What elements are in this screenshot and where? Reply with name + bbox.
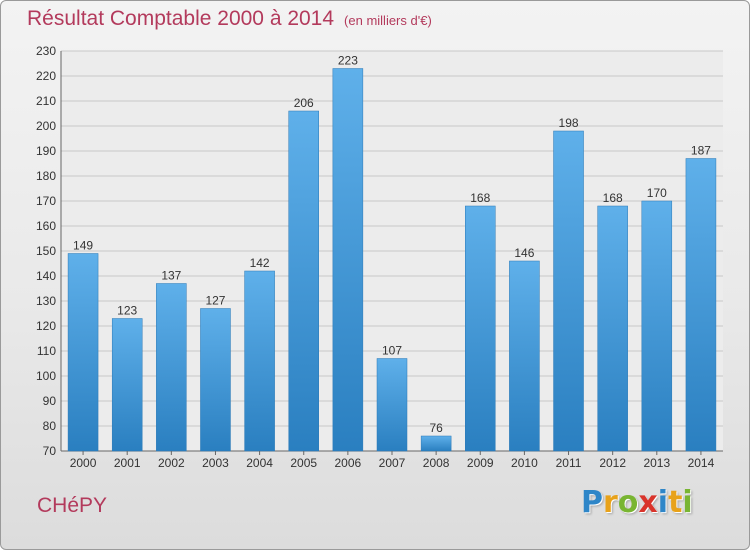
x-tick-label-2006: 2006 (335, 456, 362, 470)
data-label-2013: 170 (647, 186, 667, 200)
bar-2006 (332, 68, 364, 452)
data-label-2002: 137 (161, 269, 181, 283)
x-tick-label-2009: 2009 (467, 456, 494, 470)
x-tick-label-2012: 2012 (599, 456, 626, 470)
commune-name: CHéPY (37, 494, 108, 517)
y-tick-label: 130 (36, 294, 56, 308)
bar-2003 (200, 308, 231, 452)
data-label-2003: 127 (205, 294, 225, 308)
chart-title-text: Résultat Comptable 2000 à 2014 (27, 7, 335, 30)
data-label-2006: 223 (338, 54, 358, 68)
data-label-2000: 149 (73, 239, 93, 253)
bar-2011 (553, 130, 584, 452)
bar-2013 (641, 200, 673, 452)
data-label-2007: 107 (382, 344, 402, 358)
chart-unit-note: (en milliers d'€) (344, 13, 432, 28)
data-label-2011: 198 (559, 116, 579, 130)
y-tick-label: 150 (36, 244, 56, 258)
bar-2014 (685, 158, 717, 452)
chart-title: Résultat Comptable 2000 à 2014 (en millie… (27, 7, 432, 31)
proxiti-logo: Proxiti (581, 485, 693, 520)
bar-2000 (67, 253, 99, 452)
x-tick-label-2003: 2003 (202, 456, 229, 470)
bar-2005 (288, 110, 319, 452)
y-tick-label: 180 (36, 169, 56, 183)
bar-2001 (111, 318, 143, 452)
y-tick-label: 70 (43, 444, 57, 458)
y-tick-label: 100 (36, 369, 56, 383)
bar-2009 (465, 205, 496, 452)
data-label-2008: 76 (429, 421, 443, 435)
bar-2004 (244, 270, 275, 452)
y-tick-label: 210 (36, 94, 56, 108)
data-label-2005: 206 (294, 96, 314, 110)
y-tick-label: 170 (36, 194, 56, 208)
y-tick-label: 190 (36, 144, 56, 158)
x-tick-label-2001: 2001 (114, 456, 141, 470)
x-tick-label-2007: 2007 (379, 456, 406, 470)
y-tick-label: 200 (36, 119, 56, 133)
x-tick-label-2002: 2002 (158, 456, 185, 470)
x-tick-label-2011: 2011 (556, 456, 582, 470)
bar-2012 (597, 205, 628, 452)
data-label-2001: 123 (117, 304, 137, 318)
y-tick-label: 110 (37, 344, 56, 358)
x-tick-label-2013: 2013 (643, 456, 670, 470)
x-tick-label-2005: 2005 (290, 456, 317, 470)
data-label-2010: 146 (514, 246, 534, 260)
x-tick-label-2014: 2014 (688, 456, 715, 470)
y-tick-label: 140 (36, 269, 56, 283)
data-label-2004: 142 (250, 256, 270, 270)
x-tick-label-2008: 2008 (423, 456, 450, 470)
y-tick-label: 80 (43, 419, 57, 433)
y-tick-label: 120 (36, 319, 56, 333)
x-tick-label-2000: 2000 (70, 456, 97, 470)
bar-2002 (156, 283, 187, 452)
bar-2008 (420, 435, 452, 452)
data-label-2009: 168 (470, 191, 490, 205)
data-label-2014: 187 (691, 144, 711, 158)
bar-2010 (509, 260, 540, 452)
bar-2007 (376, 358, 408, 452)
x-tick-label-2010: 2010 (511, 456, 538, 470)
x-tick-label-2004: 2004 (246, 456, 273, 470)
y-tick-label: 230 (36, 44, 56, 58)
y-tick-label: 160 (36, 219, 56, 233)
data-label-2012: 168 (603, 191, 623, 205)
y-tick-label: 220 (36, 69, 56, 83)
y-tick-label: 90 (43, 394, 57, 408)
